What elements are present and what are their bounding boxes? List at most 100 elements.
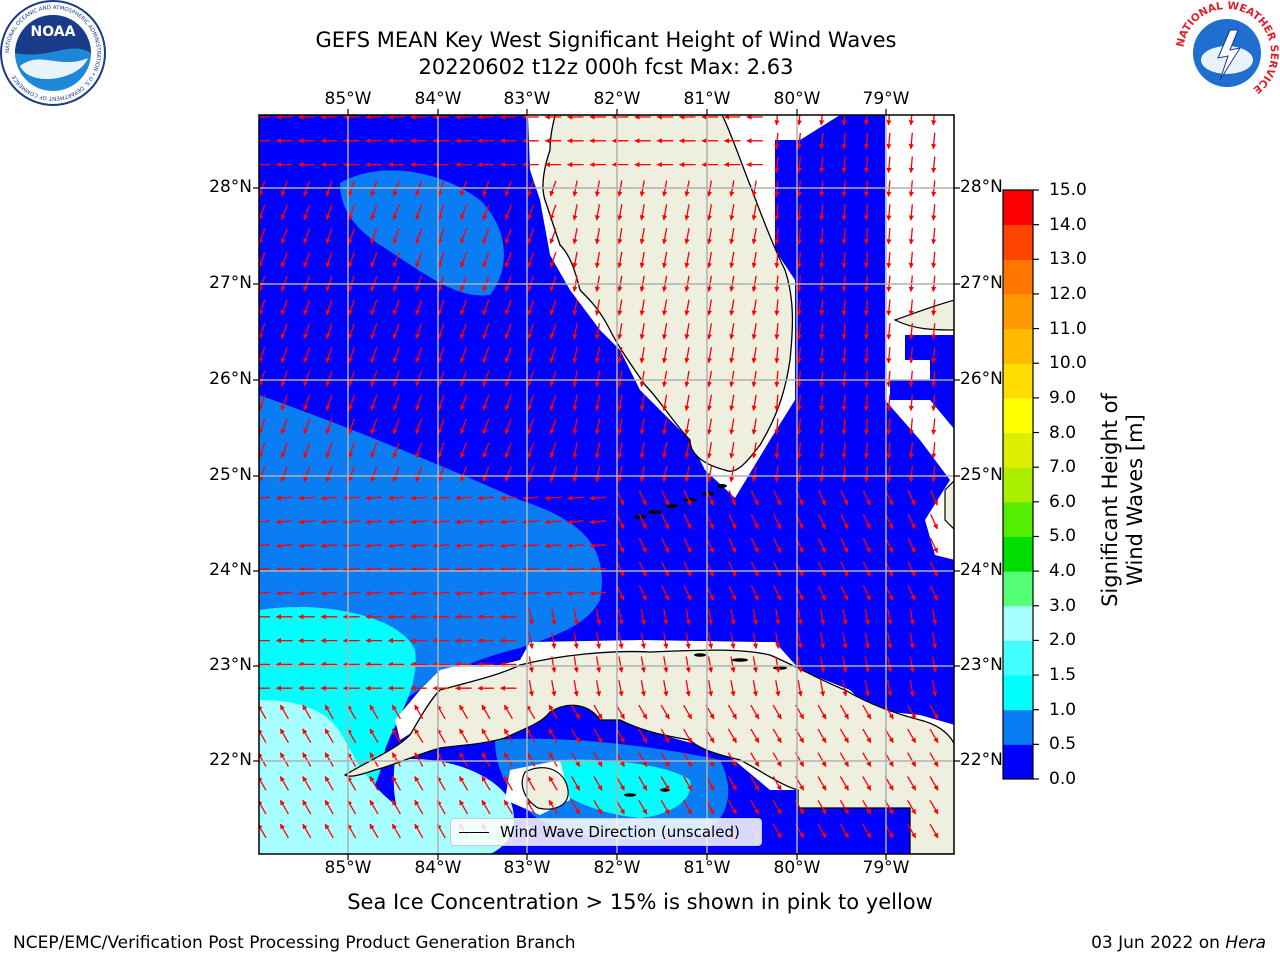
- wave-direction-arrow: [817, 752, 827, 767]
- wave-direction-arrow: [503, 799, 513, 815]
- wave-direction-arrow: [864, 656, 870, 673]
- wave-direction-arrow: [459, 704, 469, 720]
- wave-direction-arrow: [343, 543, 360, 549]
- wave-direction-arrow: [660, 728, 670, 744]
- colorbar-segment: [1003, 640, 1033, 676]
- wave-direction-arrow: [415, 371, 423, 387]
- wave-direction-arrow: [862, 561, 871, 577]
- wave-direction-arrow: [302, 799, 312, 815]
- wave-direction-arrow: [842, 632, 848, 650]
- wave-direction-arrow: [796, 204, 802, 221]
- wave-direction-arrow: [862, 799, 872, 815]
- lon-label-bottom: 81°W: [683, 858, 731, 878]
- wave-direction-arrow: [567, 566, 584, 573]
- wave-direction-arrow: [864, 680, 870, 697]
- wave-direction-arrow: [414, 799, 424, 815]
- noaa-logo-text: NOAA: [31, 24, 76, 40]
- wave-direction-arrow: [589, 495, 607, 501]
- wave-direction-arrow: [929, 823, 939, 839]
- wave-direction-arrow: [259, 323, 266, 340]
- wave-direction-arrow: [348, 371, 355, 387]
- wave-direction-arrow: [617, 346, 623, 364]
- wave-direction-arrow: [544, 566, 562, 573]
- wave-direction-arrow: [864, 608, 870, 626]
- wave-direction-arrow: [750, 776, 760, 791]
- wave-direction-arrow: [931, 132, 937, 150]
- colorbar-tick-label: 0.5: [1049, 734, 1077, 755]
- wave-direction-arrow: [638, 585, 647, 601]
- wave-direction-arrow: [909, 608, 915, 626]
- wave-direction-arrow: [414, 823, 424, 839]
- wave-direction-arrow: [796, 299, 802, 316]
- wave-direction-arrow: [437, 252, 445, 268]
- wave-direction-arrow: [863, 418, 870, 435]
- wave-direction-arrow: [455, 519, 472, 525]
- wave-direction-arrow: [504, 252, 512, 268]
- lon-label-bottom: 82°W: [593, 858, 641, 878]
- wave-direction-arrow: [499, 566, 517, 573]
- wave-direction-arrow: [280, 323, 288, 340]
- wave-direction-arrow: [817, 776, 827, 791]
- wave-direction-arrow: [796, 156, 802, 174]
- wave-direction-arrow: [727, 704, 737, 720]
- wave-direction-arrow: [751, 370, 757, 388]
- wave-direction-arrow: [730, 680, 736, 697]
- wave-direction-arrow: [298, 495, 315, 501]
- colorbar-segment: [1003, 328, 1033, 364]
- wave-direction-arrow: [504, 442, 512, 459]
- wave-direction-arrow: [572, 251, 578, 269]
- wave-direction-arrow: [499, 495, 517, 501]
- wave-direction-arrow: [907, 823, 917, 839]
- wave-direction-arrow: [573, 632, 579, 650]
- wave-direction-arrow: [908, 346, 914, 364]
- wave-direction-arrow: [774, 323, 780, 340]
- wave-direction-arrow: [324, 799, 334, 815]
- chart-subtitle: 20220602 t12z 000h fcst Max: 2.63: [418, 55, 794, 79]
- wave-direction-arrow: [527, 371, 535, 387]
- wave-direction-arrow: [343, 519, 360, 525]
- wave-direction-arrow: [907, 490, 916, 506]
- wave-direction-arrow: [886, 323, 892, 340]
- wave-direction-arrow: [774, 299, 780, 316]
- colorbar-segment: [1003, 675, 1033, 711]
- wave-direction-arrow: [796, 323, 802, 340]
- wave-direction-arrow: [729, 323, 735, 340]
- wave-direction-arrow: [504, 228, 512, 244]
- wave-direction-arrow: [347, 823, 357, 839]
- wave-direction-arrow: [683, 752, 693, 767]
- wave-direction-arrow: [863, 346, 870, 364]
- wave-direction-arrow: [683, 490, 692, 506]
- colorbar-tick-label: 4.0: [1049, 561, 1077, 582]
- wave-direction-arrow: [840, 537, 849, 554]
- wave-direction-arrow: [432, 543, 450, 549]
- wave-direction-arrow: [415, 228, 423, 244]
- wave-direction-arrow: [259, 591, 271, 594]
- wave-direction-arrow: [325, 347, 333, 363]
- wave-direction-arrow: [259, 442, 266, 459]
- wave-direction-arrow: [275, 519, 293, 525]
- wave-direction-arrow: [280, 299, 288, 316]
- wave-direction-arrow: [391, 823, 401, 839]
- wave-direction-arrow: [662, 346, 668, 364]
- lon-label-top: 82°W: [593, 89, 641, 109]
- wave-direction-arrow: [772, 799, 782, 815]
- wave-direction-arrow: [593, 799, 603, 815]
- wave-direction-arrow: [522, 590, 539, 596]
- wave-direction-arrow: [460, 252, 467, 268]
- wave-direction-arrow: [303, 418, 311, 435]
- wave-direction-arrow: [567, 590, 584, 596]
- wave-direction-arrow: [410, 495, 427, 501]
- wave-direction-arrow: [369, 799, 379, 815]
- wave-direction-arrow: [432, 566, 450, 573]
- wave-direction-arrow: [639, 418, 645, 435]
- wave-direction-arrow: [841, 465, 847, 483]
- wave-direction-arrow: [908, 442, 914, 459]
- wave-direction-arrow: [477, 590, 495, 596]
- colorbar-segment: [1003, 363, 1033, 399]
- wave-direction-arrow: [638, 752, 648, 767]
- colorbar-frame: [1002, 189, 1034, 780]
- wave-direction-arrow: [819, 656, 826, 673]
- wave-direction-arrow: [640, 632, 646, 650]
- wave-direction-arrow: [685, 608, 691, 626]
